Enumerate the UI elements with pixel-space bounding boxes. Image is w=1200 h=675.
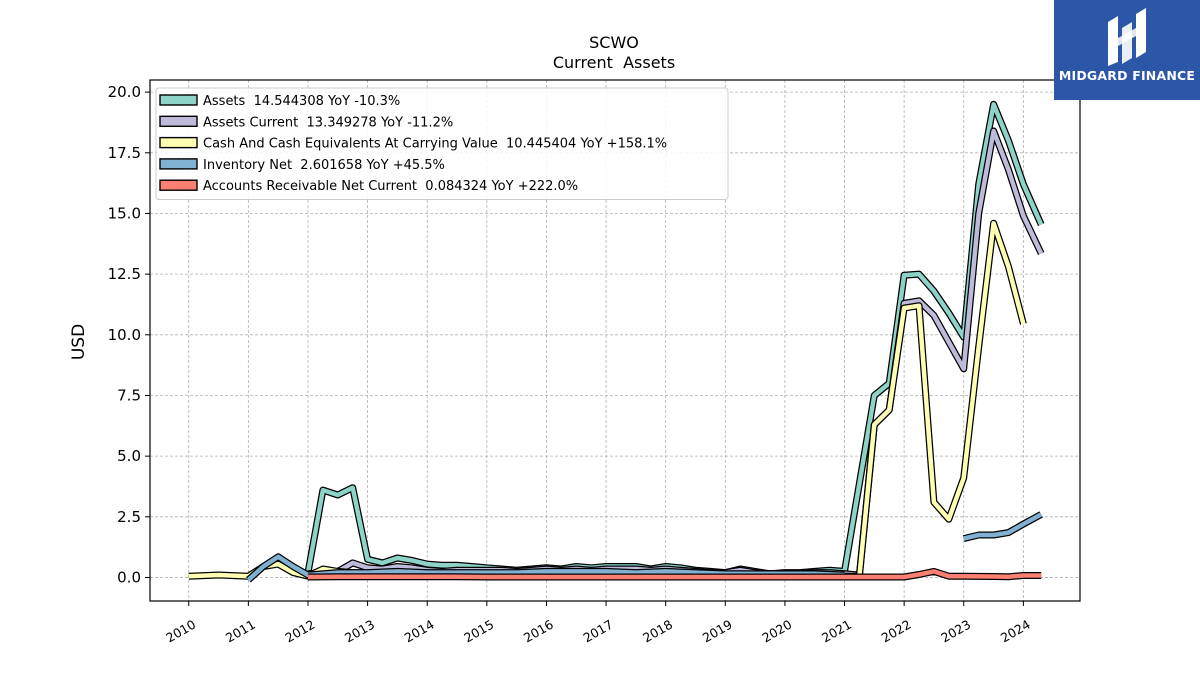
x-tick-label: 2018 bbox=[640, 617, 675, 646]
x-tick-label: 2022 bbox=[879, 617, 914, 646]
chart-subtitle: Current Assets bbox=[553, 53, 675, 72]
y-tick-label: 10.0 bbox=[108, 326, 141, 344]
x-tick-label: 2023 bbox=[938, 617, 973, 646]
x-tick-label: 2017 bbox=[581, 617, 616, 646]
y-tick-label: 20.0 bbox=[108, 83, 141, 101]
x-tick-label: 2014 bbox=[402, 617, 437, 646]
chart-title: SCWO bbox=[589, 33, 639, 52]
series-line bbox=[963, 512, 1043, 541]
x-tick-label: 2012 bbox=[282, 617, 317, 646]
legend-swatch bbox=[159, 136, 198, 149]
x-tick-label: 2024 bbox=[998, 617, 1033, 646]
legend-label: Cash And Cash Equivalents At Carrying Va… bbox=[203, 137, 667, 152]
series-layer bbox=[188, 100, 1045, 583]
brand-name: MIDGARD FINANCE bbox=[1058, 68, 1196, 83]
midgard-logo-icon bbox=[1108, 8, 1146, 66]
legend-box bbox=[155, 87, 729, 200]
legend-label: Inventory Net 2.601658 YoY +45.5% bbox=[203, 158, 445, 173]
x-tick-label: 2019 bbox=[700, 617, 735, 646]
x-tick-label: 2011 bbox=[223, 617, 258, 646]
legend-label: Assets 14.544308 YoY -10.3% bbox=[203, 94, 400, 109]
y-axis-label: USD bbox=[69, 324, 89, 360]
x-tick-label: 2013 bbox=[342, 617, 377, 646]
x-tick-label: 2015 bbox=[461, 617, 496, 646]
legend: Assets 14.544308 YoY -10.3% Assets Curren… bbox=[155, 87, 729, 200]
series-line bbox=[307, 569, 1042, 580]
legend-label: Assets Current 13.349278 YoY -11.2% bbox=[203, 115, 453, 130]
x-tick-label: 2021 bbox=[819, 617, 854, 646]
legend-swatch bbox=[159, 115, 198, 128]
y-tick-label: 0.0 bbox=[117, 568, 141, 586]
legend-swatch bbox=[159, 94, 198, 106]
y-tick-label: 15.0 bbox=[108, 204, 141, 222]
brand-logo: MIDGARD FINANCE bbox=[1054, 0, 1200, 100]
plot-frame bbox=[149, 79, 1081, 602]
legend-swatch bbox=[159, 179, 198, 191]
legend-label: Accounts Receivable Net Current 0.084324… bbox=[203, 179, 578, 194]
x-tick-label: 2010 bbox=[163, 617, 198, 646]
x-tick-label: 2020 bbox=[759, 617, 794, 646]
y-tick-label: 5.0 bbox=[117, 447, 141, 465]
y-tick-label: 7.5 bbox=[117, 386, 141, 404]
legend-swatch bbox=[159, 158, 198, 170]
y-tick-label: 12.5 bbox=[108, 265, 141, 283]
x-tick-label: 2016 bbox=[521, 617, 556, 646]
y-tick-label: 17.5 bbox=[108, 144, 141, 162]
y-tick-label: 2.5 bbox=[117, 508, 141, 526]
